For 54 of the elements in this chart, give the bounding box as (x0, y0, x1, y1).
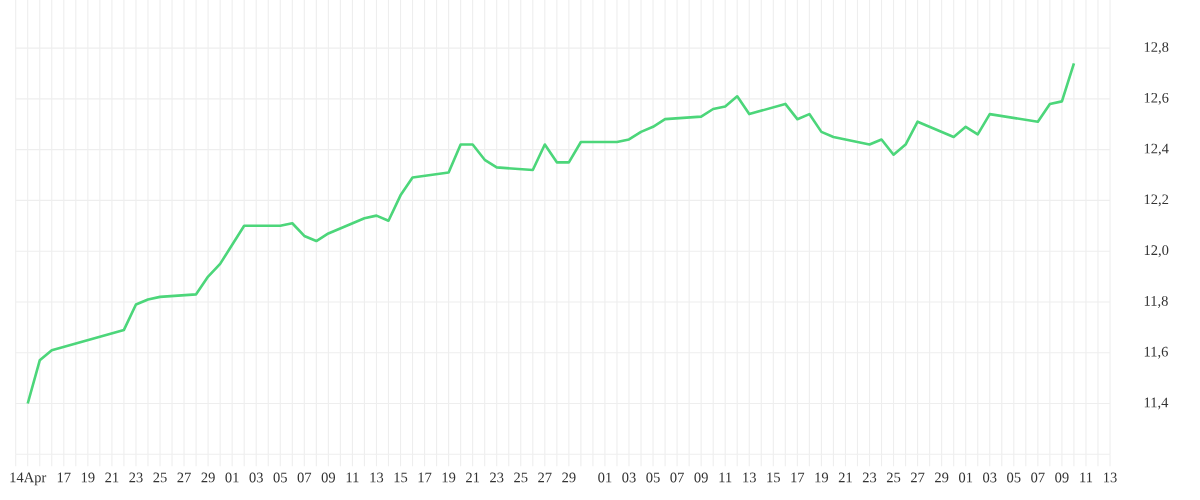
x-tick-label: 29 (935, 472, 949, 483)
x-tick-label: 13 (743, 472, 756, 483)
x-tick-label: 05 (1007, 472, 1021, 483)
x-tick-label: 07 (297, 472, 312, 483)
x-tick-label: 01 (598, 472, 612, 483)
x-tick-label: 09 (1055, 472, 1069, 483)
x-tick-label: 01 (958, 472, 973, 483)
x-tick-label: 03 (622, 472, 636, 483)
x-tick-label: 23 (129, 472, 143, 483)
x-tick-label: 17 (791, 472, 805, 483)
x-tick-label: 25 (886, 472, 901, 483)
x-tick-label: 11 (719, 472, 732, 483)
x-tick-label: 29 (562, 472, 576, 483)
y-tick-label: 12,4 (1144, 143, 1169, 156)
x-tick-label: 15 (767, 472, 780, 483)
y-tick-label: 12,0 (1144, 245, 1169, 258)
y-tick-label: 12,8 (1144, 42, 1169, 55)
x-tick-label: 05 (646, 472, 660, 483)
x-tick-label: 13 (370, 472, 384, 483)
x-tick-label: 19 (442, 472, 456, 483)
x-tick-label: 09 (694, 472, 708, 483)
y-tick-label: 11,4 (1144, 397, 1169, 410)
x-tick-label: 09 (321, 472, 336, 483)
x-tick-label: 29 (201, 472, 215, 483)
x-tick-label: 11 (1080, 472, 1093, 483)
y-tick-label: 11,6 (1144, 346, 1168, 359)
x-tick-label: 19 (815, 472, 829, 483)
y-tick-label: 12,2 (1144, 194, 1169, 207)
x-tick-label: 25 (153, 472, 167, 483)
x-tick-label: 15 (394, 472, 408, 483)
x-tick-label: 01 (225, 472, 239, 483)
y-tick-label: 12,6 (1144, 92, 1169, 105)
x-tick-label: 14Apr (10, 472, 47, 486)
x-tick-label: 23 (862, 472, 877, 483)
x-tick-label: 03 (983, 472, 997, 483)
x-tick-label: 21 (105, 472, 119, 483)
x-tick-label: 21 (466, 472, 480, 483)
line-series (26, 61, 1076, 405)
x-tick-label: 07 (1031, 472, 1045, 483)
x-tick-label: 11 (346, 472, 359, 483)
x-tick-label: 21 (838, 472, 852, 483)
x-tick-label: 27 (910, 472, 925, 483)
x-tick-label: 25 (514, 472, 528, 483)
x-tick-label: 07 (670, 472, 684, 483)
x-tick-label: 13 (1104, 472, 1117, 483)
y-tick-label: 11,8 (1144, 296, 1168, 308)
x-tick-label: 19 (81, 472, 95, 483)
x-tick-label: 27 (177, 472, 191, 483)
x-tick-label: 17 (57, 472, 71, 483)
x-tick-label: 23 (490, 472, 504, 483)
x-tick-label: 27 (538, 472, 552, 483)
x-tick-label: 05 (273, 472, 287, 483)
x-tick-label: 17 (418, 472, 432, 483)
x-tick-label: 03 (249, 472, 263, 483)
